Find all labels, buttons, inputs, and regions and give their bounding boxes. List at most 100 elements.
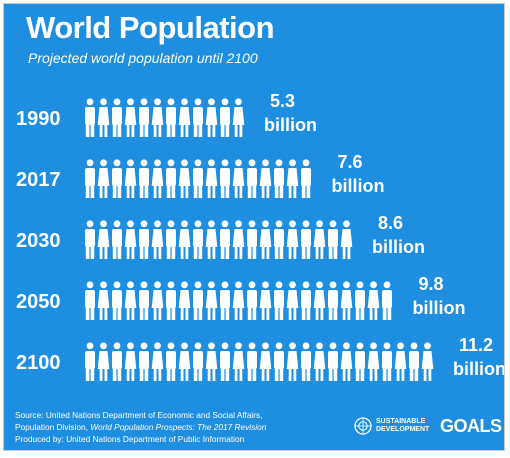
- person-icon: [178, 98, 191, 137]
- person-icon: [301, 159, 311, 198]
- source-line-2-prefix: Population Division,: [15, 422, 91, 432]
- person-icon: [85, 220, 95, 259]
- person-icon: [139, 281, 149, 320]
- person-icon: [259, 342, 272, 381]
- person-icon: [220, 220, 230, 259]
- person-icon: [286, 281, 299, 320]
- person-icon: [232, 98, 245, 137]
- person-icon: [247, 342, 257, 381]
- person-icon: [193, 342, 203, 381]
- person-icon: [85, 281, 95, 320]
- person-icon: [409, 342, 419, 381]
- un-emblem-icon: [354, 417, 372, 435]
- person-icon: [301, 220, 311, 259]
- person-icon: [112, 281, 122, 320]
- person-icon: [355, 281, 365, 320]
- unit-label: billion: [332, 176, 385, 196]
- person-icon: [124, 98, 137, 137]
- person-icon: [151, 281, 164, 320]
- person-icon: [394, 342, 407, 381]
- person-icon: [166, 98, 176, 137]
- person-icon: [139, 220, 149, 259]
- source-line-3: Produced by: United Nations Department o…: [15, 434, 245, 444]
- person-icon: [421, 342, 434, 381]
- person-icon: [166, 281, 176, 320]
- year-label: 2017: [16, 169, 61, 191]
- unit-label: billion: [264, 115, 317, 135]
- sdg-logo-line-2: DEVELOPMENT: [376, 426, 430, 433]
- person-icon: [178, 342, 191, 381]
- person-icon: [85, 159, 95, 198]
- population-chart: 1990 5.3 billion 2017 7.6 billion 2030 8.6 billi…: [16, 91, 504, 381]
- person-icon: [232, 342, 245, 381]
- person-icon: [232, 220, 245, 259]
- person-icon: [85, 98, 95, 137]
- person-icon: [97, 159, 110, 198]
- person-icon: [274, 281, 284, 320]
- chart-row: 2017 7.6 billion: [16, 152, 385, 198]
- person-icon: [97, 220, 110, 259]
- person-icon: [85, 342, 95, 381]
- person-icon: [151, 342, 164, 381]
- person-icon: [274, 342, 284, 381]
- person-icon: [166, 342, 176, 381]
- person-icon: [247, 159, 257, 198]
- person-icon: [112, 98, 122, 137]
- person-icon: [286, 220, 299, 259]
- person-icon: [301, 342, 311, 381]
- person-icon: [97, 342, 110, 381]
- person-icon: [193, 281, 203, 320]
- source-line-2: Population Division, World Population Pr…: [15, 421, 345, 433]
- person-icon: [313, 281, 326, 320]
- value-label: 9.8: [419, 274, 444, 294]
- chart-row: 2100 11.2 billion: [16, 335, 504, 381]
- person-icon: [112, 159, 122, 198]
- person-icon: [97, 98, 110, 137]
- person-icon: [259, 159, 272, 198]
- person-icon: [232, 159, 245, 198]
- source-line-1: Source: United Nations Department of Eco…: [15, 410, 263, 420]
- year-label: 2050: [16, 291, 61, 313]
- person-icon: [259, 220, 272, 259]
- unit-label: billion: [453, 359, 504, 379]
- value-label: 5.3: [270, 91, 295, 111]
- person-icon: [97, 281, 110, 320]
- person-icon: [367, 342, 380, 381]
- population-bar: [85, 98, 245, 137]
- year-label: 2100: [16, 352, 61, 374]
- population-bar: [85, 159, 311, 198]
- infographic-card: World Population Projected world populat…: [3, 3, 505, 451]
- person-icon: [340, 281, 353, 320]
- person-icon: [112, 342, 122, 381]
- person-icon: [259, 281, 272, 320]
- person-icon: [166, 220, 176, 259]
- person-icon: [205, 220, 218, 259]
- person-icon: [124, 342, 137, 381]
- person-icon: [220, 98, 230, 137]
- person-icon: [328, 220, 338, 259]
- person-icon: [247, 220, 257, 259]
- year-label: 2030: [16, 230, 61, 252]
- person-icon: [313, 220, 326, 259]
- person-icon: [112, 220, 122, 259]
- person-icon: [382, 342, 392, 381]
- person-icon: [286, 342, 299, 381]
- unit-label: billion: [413, 298, 466, 318]
- person-icon: [193, 220, 203, 259]
- population-bar: [85, 220, 353, 259]
- value-label: 8.6: [378, 213, 403, 233]
- population-bar: [85, 281, 392, 320]
- population-bar: [85, 342, 434, 381]
- page-subtitle: Projected world population until 2100: [28, 50, 258, 66]
- person-icon: [232, 281, 245, 320]
- person-icon: [382, 281, 392, 320]
- value-label: 7.6: [338, 152, 363, 172]
- chart-row: 1990 5.3 billion: [16, 91, 317, 137]
- value-label: 11.2: [459, 335, 493, 355]
- person-icon: [124, 281, 137, 320]
- person-icon: [220, 342, 230, 381]
- person-icon: [178, 281, 191, 320]
- chart-row: 2030 8.6 billion: [16, 213, 425, 259]
- person-icon: [139, 98, 149, 137]
- person-icon: [166, 159, 176, 198]
